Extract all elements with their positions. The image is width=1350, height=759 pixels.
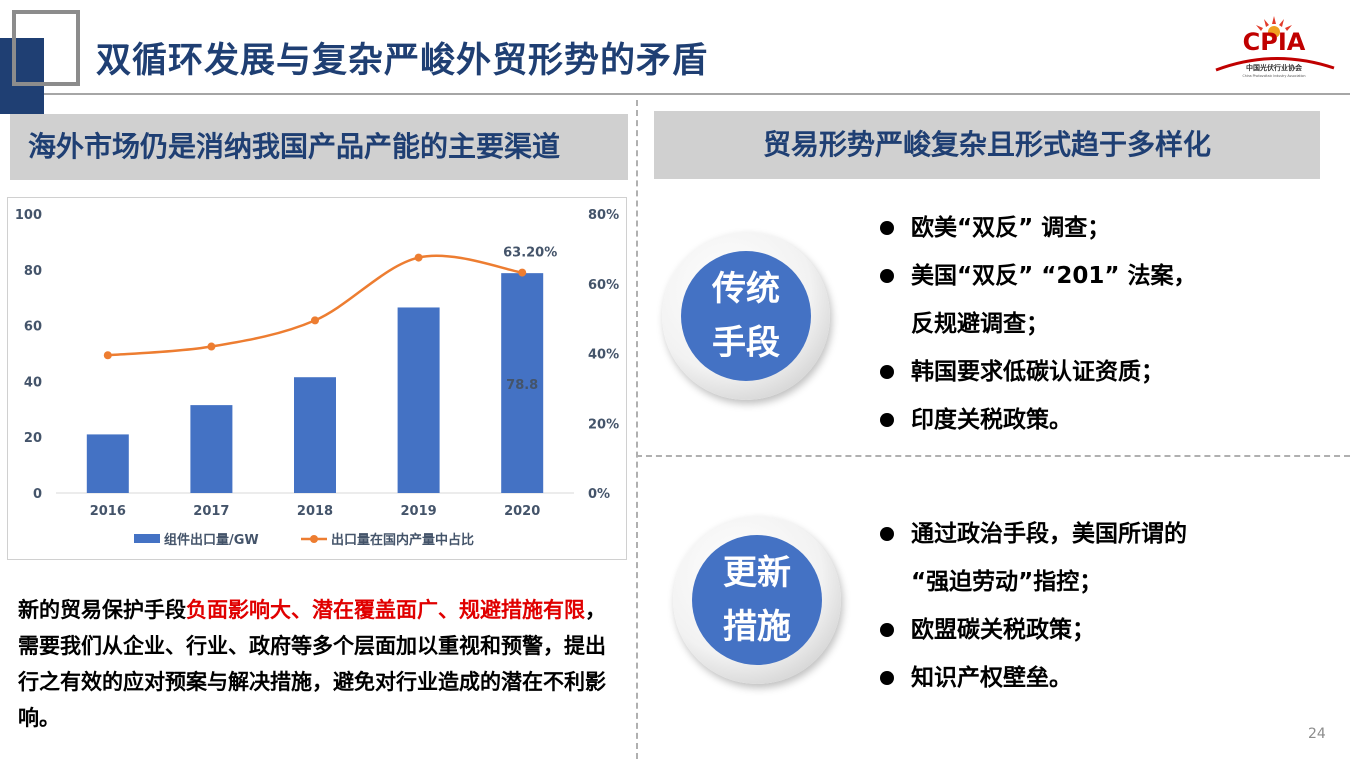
paragraph-highlight: 负面影响大、潜在覆盖面广、规避措施有限 xyxy=(186,598,585,622)
page-number: 24 xyxy=(1308,726,1326,742)
y-left-tick-label: 0 xyxy=(33,487,42,502)
y-left-tick-label: 80 xyxy=(24,264,42,279)
bullet-dot-icon xyxy=(880,671,894,685)
x-tick-label: 2017 xyxy=(193,504,229,519)
y-right-tick-label: 80% xyxy=(588,208,619,223)
bullet-dot-icon xyxy=(880,269,894,283)
bullet-text: 欧美“双反” 调查； xyxy=(911,215,1111,241)
paragraph-text: 新的贸易保护手段 xyxy=(18,598,186,622)
x-tick-label: 2020 xyxy=(504,504,540,519)
legend-bar-swatch xyxy=(134,534,160,543)
bullet-text: 知识产权壁垒。 xyxy=(911,665,1072,691)
y-left-tick-label: 20 xyxy=(24,431,42,446)
bullet-text: “强迫劳动”指控； xyxy=(911,569,1103,595)
cpia-logo: CPIA 中国光伏行业协会 China Photovoltaic Industr… xyxy=(1215,16,1335,78)
logo-subtitle-en: China Photovoltaic Industry Association xyxy=(1242,74,1305,78)
new-measures-list: 通过政治手段，美国所谓的 “强迫劳动”指控； 欧盟碳关税政策； 知识产权壁垒。 xyxy=(880,510,1187,702)
bullet-text: 反规避调查； xyxy=(911,311,1049,337)
bullet-item: 通过政治手段，美国所谓的 xyxy=(880,510,1187,558)
bullet-dot-icon xyxy=(880,221,894,235)
bullet-item: 美国“双反” “201” 法案， xyxy=(880,252,1197,300)
bullet-text: 韩国要求低碳认证资质； xyxy=(911,359,1164,385)
bar xyxy=(397,307,440,493)
traditional-label-line1: 传统 xyxy=(712,269,780,309)
y-right-tick-label: 40% xyxy=(588,348,619,363)
bullet-dot-icon xyxy=(880,413,894,427)
line-data-label: 63.20% xyxy=(503,246,557,261)
line-point xyxy=(414,253,423,262)
y-right-tick-label: 20% xyxy=(588,417,619,432)
bullet-item: 欧美“双反” 调查； xyxy=(880,204,1197,252)
bullet-item: “强迫劳动”指控； xyxy=(880,558,1187,606)
horizontal-divider xyxy=(636,455,1350,457)
right-section-banner: 贸易形势严峻复杂且形式趋于多样化 xyxy=(654,111,1320,179)
bar xyxy=(86,434,129,493)
y-left-tick-label: 100 xyxy=(15,208,42,223)
line-point xyxy=(518,268,527,277)
legend-bar-label: 组件出口量/GW xyxy=(164,532,259,548)
paragraph-text: ，需要我们从企业、行业、政府等多个层面加以重视和预警，提出行之有效的应对预案与解… xyxy=(18,598,606,730)
bar xyxy=(501,273,544,493)
title-underline xyxy=(44,93,1350,95)
y-right-tick-label: 60% xyxy=(588,278,619,293)
traditional-means-list: 欧美“双反” 调查； 美国“双反” “201” 法案， 反规避调查； 韩国要求低碳认证… xyxy=(880,204,1197,444)
bullet-item: 印度关税政策。 xyxy=(880,396,1197,444)
sun-rays-icon xyxy=(1256,16,1292,38)
bullet-item: 知识产权壁垒。 xyxy=(880,654,1187,702)
bar xyxy=(190,405,233,493)
legend-line-label: 出口量在国内产量中占比 xyxy=(331,532,474,548)
bullet-item: 反规避调查； xyxy=(880,300,1197,348)
legend-line-marker xyxy=(310,535,318,543)
bar xyxy=(294,377,336,493)
bullet-dot-icon xyxy=(880,623,894,637)
new-label-line2: 措施 xyxy=(723,607,791,647)
bullet-text: 欧盟碳关税政策； xyxy=(911,617,1095,643)
summary-paragraph: 新的贸易保护手段负面影响大、潜在覆盖面广、规避措施有限，需要我们从企业、行业、政… xyxy=(18,592,616,736)
y-left-tick-label: 40 xyxy=(24,375,42,390)
vertical-divider xyxy=(636,100,638,759)
corner-block-decoration xyxy=(0,38,44,114)
line-point xyxy=(103,351,112,360)
bullet-text: 通过政治手段，美国所谓的 xyxy=(911,521,1187,547)
y-left-tick-label: 60 xyxy=(24,320,42,335)
x-tick-label: 2018 xyxy=(297,504,333,519)
bullet-text: 印度关税政策。 xyxy=(911,407,1072,433)
line-point xyxy=(311,316,319,325)
bullet-item: 欧盟碳关税政策； xyxy=(880,606,1187,654)
bullet-dot-icon xyxy=(880,365,894,379)
left-section-banner: 海外市场仍是消纳我国产品产能的主要渠道 xyxy=(10,114,628,180)
x-tick-label: 2019 xyxy=(401,504,437,519)
slide-title: 双循环发展与复杂严峻外贸形势的矛盾 xyxy=(96,41,709,81)
x-tick-label: 2016 xyxy=(90,504,126,519)
export-chart: 0 20 40 60 80 100 0% 20% 40% 60% 80% 2016 2017 2018 20… xyxy=(7,197,627,560)
new-label-line1: 更新 xyxy=(723,553,791,593)
logo-text: CPIA xyxy=(1243,28,1306,56)
logo-subtitle-cn: 中国光伏行业协会 xyxy=(1246,63,1303,72)
bullet-text: 美国“双反” “201” 法案， xyxy=(911,263,1197,289)
bullet-dot-icon xyxy=(880,527,894,541)
share-line xyxy=(107,254,523,357)
traditional-means-badge: 传统 手段 xyxy=(662,232,830,400)
traditional-label-line2: 手段 xyxy=(712,323,780,363)
bar-data-label: 78.8 xyxy=(506,378,538,393)
new-measures-badge: 更新 措施 xyxy=(673,516,841,684)
y-right-tick-label: 0% xyxy=(588,487,610,502)
corner-frame-decoration xyxy=(12,10,80,86)
export-chart-svg: 0 20 40 60 80 100 0% 20% 40% 60% 80% 2016 2017 2018 20… xyxy=(15,208,619,548)
line-point xyxy=(207,342,216,351)
bullet-item: 韩国要求低碳认证资质； xyxy=(880,348,1197,396)
